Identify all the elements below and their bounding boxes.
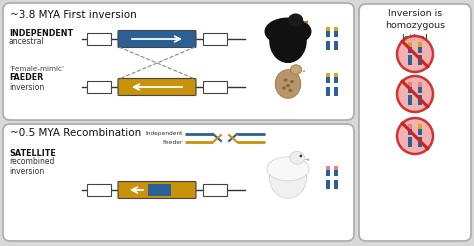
Bar <box>408 55 412 65</box>
Text: Independent: Independent <box>146 132 183 137</box>
Bar <box>418 124 422 129</box>
Bar <box>418 95 422 105</box>
Bar <box>334 27 338 31</box>
FancyBboxPatch shape <box>118 182 196 199</box>
Circle shape <box>397 76 433 112</box>
Bar <box>326 167 329 176</box>
Bar <box>326 180 329 189</box>
Bar <box>334 186 338 189</box>
Ellipse shape <box>290 151 305 164</box>
FancyBboxPatch shape <box>118 31 196 47</box>
Bar <box>408 43 412 53</box>
Bar <box>326 87 329 96</box>
Bar <box>334 74 338 83</box>
Ellipse shape <box>291 65 301 74</box>
Ellipse shape <box>275 70 301 98</box>
Wedge shape <box>305 158 309 161</box>
Bar <box>418 43 422 53</box>
Bar <box>326 74 329 83</box>
Bar <box>418 83 422 92</box>
Bar <box>326 28 329 37</box>
Bar <box>87 184 111 196</box>
FancyBboxPatch shape <box>359 4 471 241</box>
Bar <box>203 184 227 196</box>
Ellipse shape <box>288 14 303 27</box>
Bar <box>418 82 422 87</box>
Bar <box>334 93 338 96</box>
Text: ~0.5 MYA Recombination: ~0.5 MYA Recombination <box>10 128 141 138</box>
Bar <box>326 93 329 96</box>
Bar <box>408 83 412 92</box>
Bar <box>334 87 338 96</box>
Bar <box>408 124 412 129</box>
Text: ancestral: ancestral <box>9 37 45 46</box>
Bar <box>326 47 329 50</box>
Bar <box>408 82 412 87</box>
Bar <box>418 42 422 47</box>
Ellipse shape <box>270 158 306 198</box>
Text: inversion: inversion <box>9 82 44 92</box>
Text: inversion: inversion <box>9 167 44 175</box>
Bar <box>408 138 412 147</box>
Bar <box>334 41 338 50</box>
Ellipse shape <box>265 18 311 45</box>
FancyBboxPatch shape <box>118 78 196 95</box>
Text: recombined: recombined <box>9 157 55 167</box>
Circle shape <box>397 118 433 154</box>
Bar <box>203 81 227 93</box>
Text: ~3.8 MYA First inversion: ~3.8 MYA First inversion <box>10 10 137 20</box>
Text: SATELLITE: SATELLITE <box>9 149 56 157</box>
Ellipse shape <box>286 84 290 87</box>
Bar <box>326 41 329 50</box>
Ellipse shape <box>282 86 286 90</box>
Bar <box>203 33 227 45</box>
Bar <box>418 138 422 147</box>
Bar <box>334 180 338 189</box>
FancyBboxPatch shape <box>3 124 354 241</box>
Bar <box>334 167 338 176</box>
Ellipse shape <box>288 89 292 92</box>
Bar <box>326 186 329 189</box>
Wedge shape <box>303 20 308 24</box>
Bar <box>87 33 111 45</box>
Text: Inversion is
homozygous
lethal: Inversion is homozygous lethal <box>385 9 445 43</box>
Bar <box>408 42 412 47</box>
Bar <box>334 73 338 77</box>
Ellipse shape <box>290 80 294 83</box>
Bar <box>326 73 329 77</box>
Bar <box>87 81 111 93</box>
Bar <box>334 166 338 169</box>
Ellipse shape <box>283 78 288 82</box>
Bar <box>418 125 422 135</box>
Bar <box>408 95 412 105</box>
Bar <box>408 125 412 135</box>
Ellipse shape <box>270 20 306 62</box>
Text: Feeder: Feeder <box>163 139 183 144</box>
Bar <box>334 28 338 37</box>
Text: FAEDER: FAEDER <box>9 74 43 82</box>
Wedge shape <box>301 70 305 72</box>
FancyBboxPatch shape <box>3 3 354 120</box>
Circle shape <box>300 154 302 157</box>
Ellipse shape <box>267 157 309 181</box>
Circle shape <box>397 36 433 72</box>
Text: INDEPENDENT: INDEPENDENT <box>9 29 73 37</box>
Bar <box>326 166 329 169</box>
Bar <box>418 55 422 65</box>
Bar <box>326 27 329 31</box>
Bar <box>148 184 171 196</box>
Text: ‘Female-mimic’: ‘Female-mimic’ <box>9 66 64 72</box>
Bar <box>334 47 338 50</box>
